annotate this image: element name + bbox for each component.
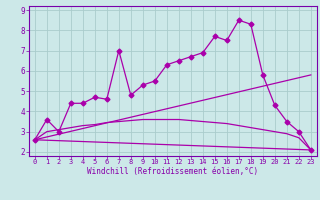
X-axis label: Windchill (Refroidissement éolien,°C): Windchill (Refroidissement éolien,°C)	[87, 167, 258, 176]
